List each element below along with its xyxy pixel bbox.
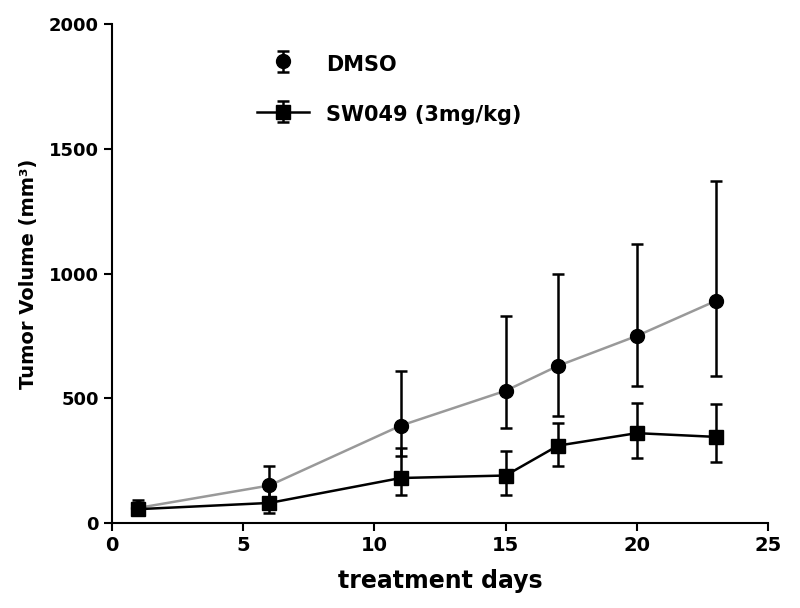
- Legend: DMSO, SW049 (3mg/kg): DMSO, SW049 (3mg/kg): [241, 35, 538, 144]
- Y-axis label: Tumor Volume (mm³): Tumor Volume (mm³): [18, 159, 38, 389]
- X-axis label: treatment days: treatment days: [338, 569, 542, 593]
